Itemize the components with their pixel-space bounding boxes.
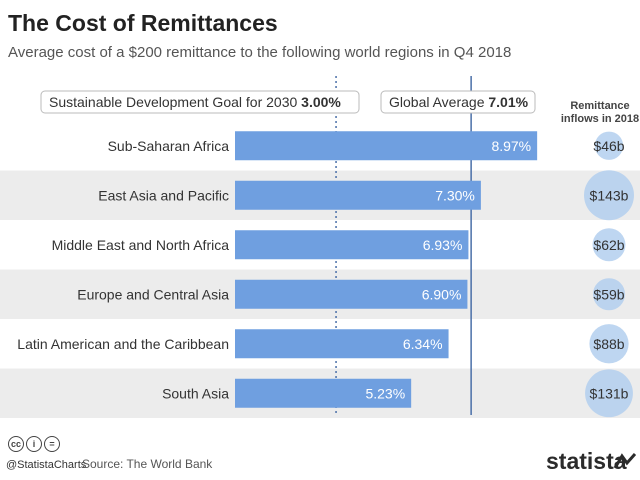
category-label: Sub-Saharan Africa: [108, 138, 230, 154]
inflow-bubble: [592, 228, 626, 262]
statista-handle[interactable]: @StatistaCharts: [6, 459, 87, 471]
inflow-label: $88b: [593, 336, 624, 352]
bar: [235, 279, 468, 309]
bar-value-label: 6.34%: [403, 336, 443, 352]
inflow-bubble: [592, 278, 626, 311]
statista-logo[interactable]: statista: [546, 448, 627, 474]
bar-value-label: 6.93%: [423, 237, 463, 253]
inflow-label: $131b: [590, 385, 629, 401]
category-label: South Asia: [162, 385, 229, 401]
chart-subtitle: Average cost of a $200 remittance to the…: [8, 44, 512, 61]
global-average-label-box: [380, 90, 536, 114]
bar: [235, 180, 481, 210]
sdg-label-value: 3.00%: [301, 94, 341, 110]
cc-icon: cc: [8, 436, 24, 452]
bar-value-label: 7.30%: [435, 187, 475, 203]
inflow-label: $59b: [593, 286, 624, 302]
global-average-label-value: 7.01%: [488, 94, 528, 110]
person-icon: i: [26, 436, 42, 452]
category-label: East Asia and Pacific: [98, 187, 229, 203]
chart-title: The Cost of Remittances: [8, 10, 278, 36]
sdg-label-text: Sustainable Development Goal for 2030: [49, 94, 301, 110]
statista-logo-mark-icon: [614, 453, 636, 469]
sdg-label-box: [40, 90, 360, 114]
category-label: Latin American and the Caribbean: [17, 336, 229, 352]
bar: [235, 131, 538, 161]
inflow-bubble: [589, 324, 629, 364]
sdg-label: Sustainable Development Goal for 2030 3.…: [49, 94, 341, 110]
category-label: Middle East and North Africa: [52, 237, 230, 253]
global-average-label: Global Average 7.01%: [389, 94, 529, 110]
remittance-bar-chart: Sustainable Development Goal for 2030 3.…: [0, 76, 640, 418]
bar: [235, 230, 469, 260]
bar: [235, 378, 412, 408]
inflow-bubble: [584, 170, 634, 221]
inflow-bubble: [594, 131, 624, 160]
equals-icon: =: [44, 436, 60, 452]
bar-value-label: 8.97%: [491, 138, 531, 154]
category-label: Europe and Central Asia: [77, 286, 229, 302]
inflow-label: $143b: [590, 187, 629, 203]
bar-value-label: 6.90%: [422, 286, 462, 302]
inflows-header-line2: inflows in 2018: [561, 113, 639, 125]
inflow-label: $62b: [593, 237, 624, 253]
global-average-label-text: Global Average: [389, 94, 488, 110]
license-icons: cc i =: [8, 436, 60, 452]
source-note[interactable]: Source: The World Bank: [82, 457, 213, 471]
inflow-bubble: [585, 369, 633, 418]
bar-value-label: 5.23%: [365, 385, 405, 401]
bar: [235, 329, 449, 359]
inflow-label: $46b: [593, 138, 624, 154]
inflows-header-line1: Remittance: [570, 100, 629, 112]
